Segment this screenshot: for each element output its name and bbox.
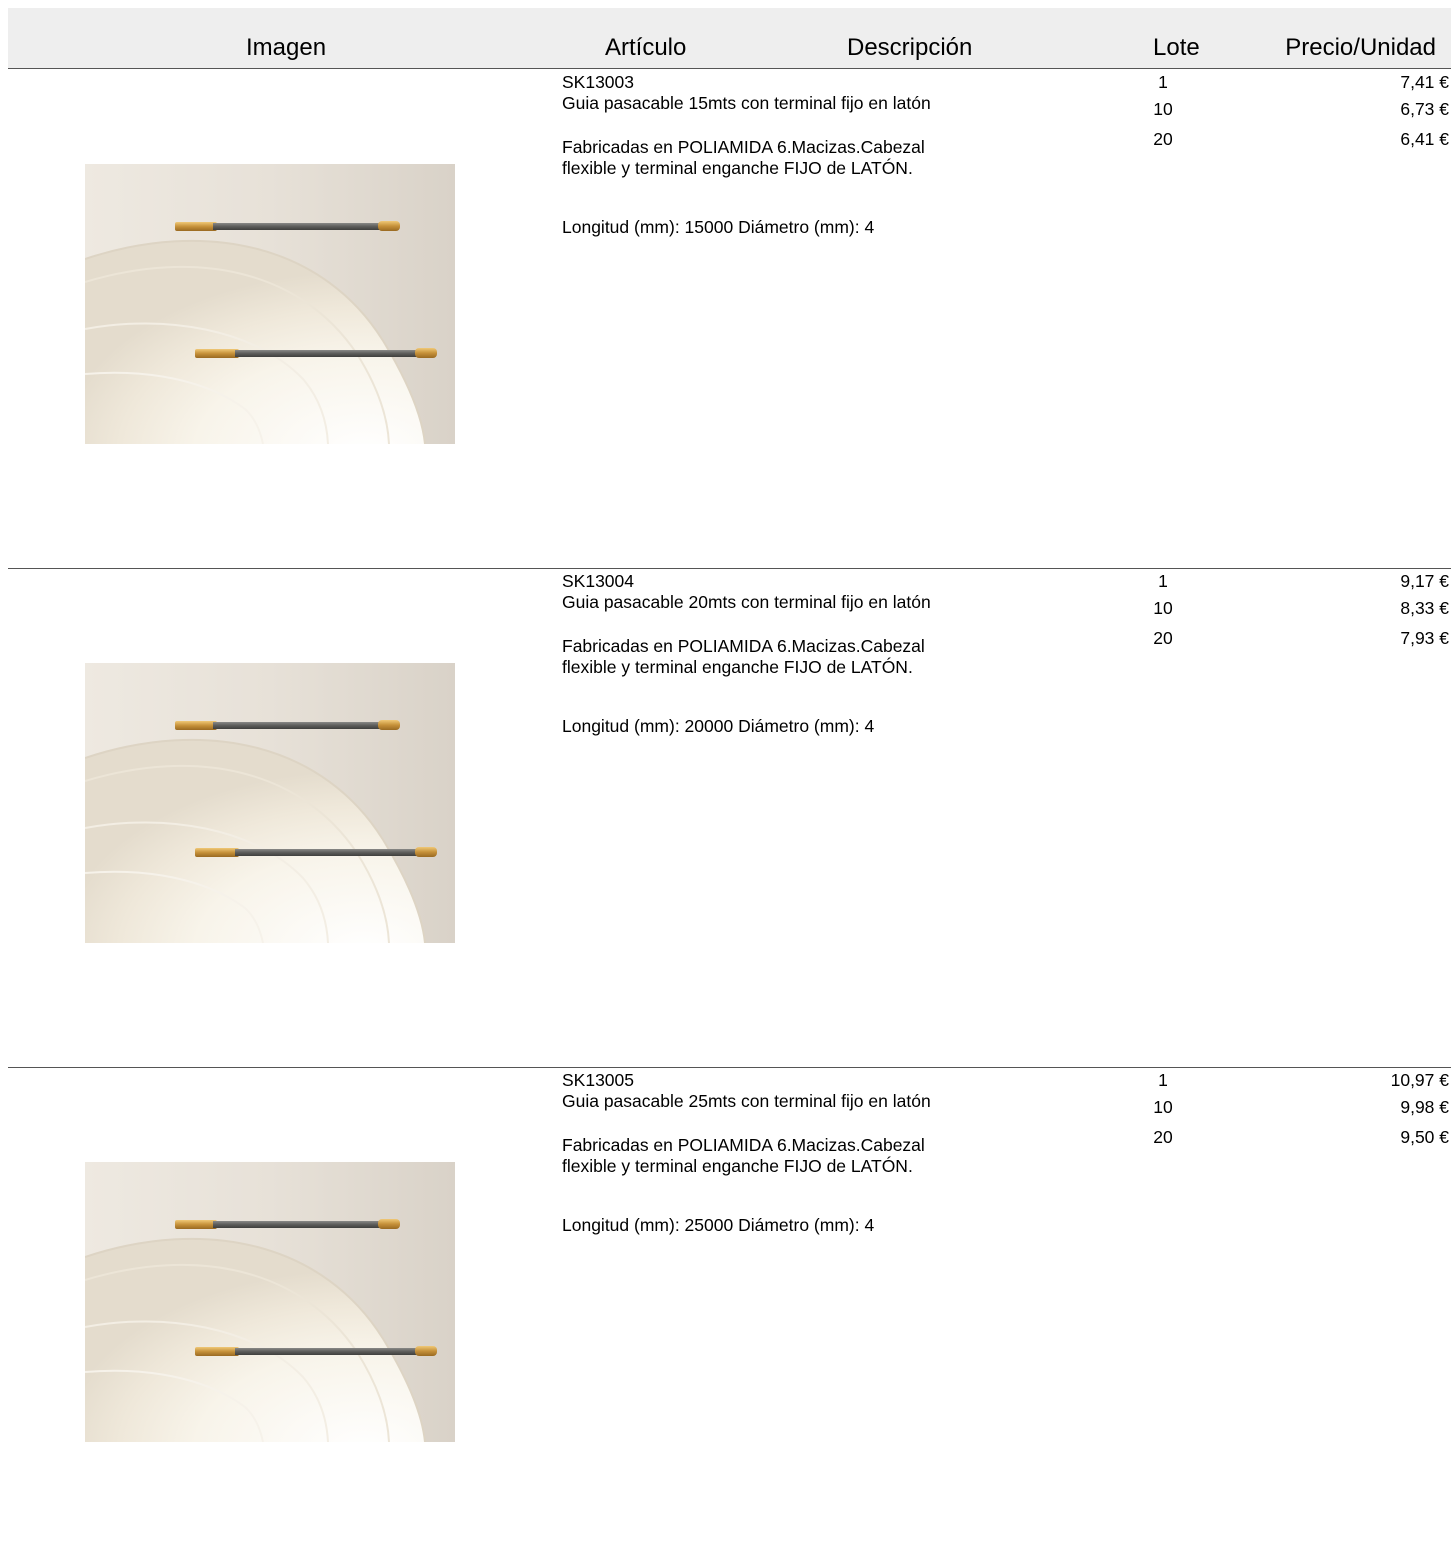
product-row: SK13004 Guia pasacable 20mts con termina…	[0, 568, 1451, 1068]
row-divider	[8, 1067, 1451, 1068]
product-description: Fabricadas en POLIAMIDA 6.Macizas.Cabeza…	[562, 1135, 925, 1177]
column-header-imagen: Imagen	[246, 34, 327, 61]
unit-price: 7,93 €	[1400, 628, 1449, 648]
lot-quantity: 20	[1153, 1127, 1173, 1147]
description-line: flexible y terminal enganche FIJO de LAT…	[562, 1156, 913, 1176]
product-dimensions: Longitud (mm): 25000 Diámetro (mm): 4	[562, 1215, 875, 1235]
description-line: Fabricadas en POLIAMIDA 6.Macizas.Cabeza…	[562, 1135, 925, 1155]
product-code: SK13004	[562, 571, 635, 591]
table-header: Imagen Artículo Descripción Lote Precio/…	[8, 8, 1451, 69]
unit-price: 8,33 €	[1400, 598, 1449, 618]
unit-price: 6,73 €	[1400, 99, 1449, 119]
product-description: Fabricadas en POLIAMIDA 6.Macizas.Cabeza…	[562, 137, 925, 179]
unit-price: 6,41 €	[1400, 129, 1449, 149]
unit-price: 7,41 €	[1400, 72, 1449, 92]
column-header-lote: Lote	[1153, 34, 1200, 61]
lot-quantity: 20	[1153, 129, 1173, 149]
product-title: Guia pasacable 25mts con terminal fijo e…	[562, 1091, 931, 1111]
lot-quantity: 10	[1153, 1097, 1173, 1117]
unit-price: 9,50 €	[1400, 1127, 1449, 1147]
product-title: Guia pasacable 15mts con terminal fijo e…	[562, 93, 931, 113]
column-header-articulo: Artículo	[605, 34, 687, 61]
lot-quantity: 1	[1158, 72, 1168, 92]
description-line: flexible y terminal enganche FIJO de LAT…	[562, 158, 913, 178]
product-image	[85, 663, 455, 943]
lot-quantity: 20	[1153, 628, 1173, 648]
product-image	[85, 164, 455, 444]
description-line: flexible y terminal enganche FIJO de LAT…	[562, 657, 913, 677]
product-image	[85, 1162, 455, 1442]
product-code: SK13003	[562, 72, 635, 92]
column-header-descripcion: Descripción	[847, 34, 973, 61]
product-code: SK13005	[562, 1070, 635, 1090]
product-dimensions: Longitud (mm): 20000 Diámetro (mm): 4	[562, 716, 875, 736]
product-row: SK13005 Guia pasacable 25mts con termina…	[0, 1067, 1451, 1567]
lot-quantity: 10	[1153, 598, 1173, 618]
product-description: Fabricadas en POLIAMIDA 6.Macizas.Cabeza…	[562, 636, 925, 678]
lot-quantity: 1	[1158, 1070, 1168, 1090]
header-divider	[8, 68, 1451, 69]
product-dimensions: Longitud (mm): 15000 Diámetro (mm): 4	[562, 217, 875, 237]
lot-quantity: 1	[1158, 571, 1168, 591]
product-title: Guia pasacable 20mts con terminal fijo e…	[562, 592, 931, 612]
description-line: Fabricadas en POLIAMIDA 6.Macizas.Cabeza…	[562, 636, 925, 656]
product-row: SK13003 Guia pasacable 15mts con termina…	[0, 69, 1451, 569]
unit-price: 9,17 €	[1400, 571, 1449, 591]
unit-price: 10,97 €	[1390, 1070, 1449, 1090]
column-header-precio-unidad: Precio/Unidad	[1285, 34, 1436, 61]
lot-quantity: 10	[1153, 99, 1173, 119]
unit-price: 9,98 €	[1400, 1097, 1449, 1117]
row-divider	[8, 568, 1451, 569]
description-line: Fabricadas en POLIAMIDA 6.Macizas.Cabeza…	[562, 137, 925, 157]
